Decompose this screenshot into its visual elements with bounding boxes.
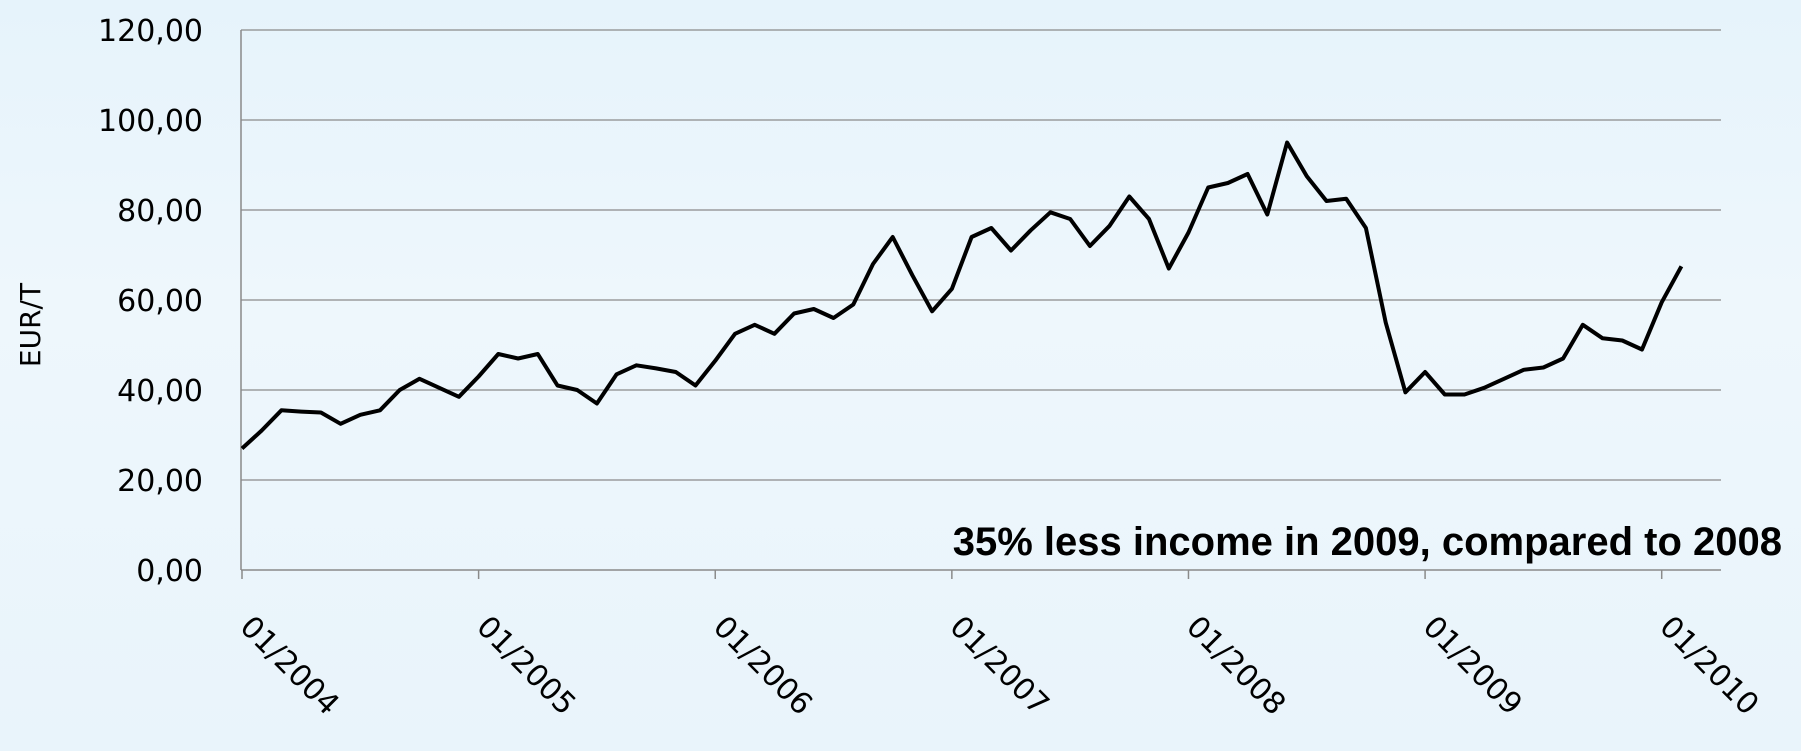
axes [240,30,1721,579]
x-tick-label: 01/2004 [233,609,346,722]
x-tick-label: 01/2009 [1416,609,1529,722]
x-tick-label: 01/2010 [1653,609,1766,722]
gridlines [241,29,1721,481]
y-tick-label: 100,00 [98,104,203,139]
chart-annotation: 35% less income in 2009, compared to 200… [953,520,1782,564]
series-group [240,140,1684,450]
x-tick-label: 01/2006 [706,609,819,722]
x-tick-labels: 01/2004 01/2005 01/2006 01/2007 01/2008 01/20… [233,609,1766,722]
y-tick-label: 20,00 [117,464,203,499]
x-tick-label: 01/2007 [943,609,1056,722]
y-tick-labels: 0,00 20,00 40,00 60,00 80,00 100,00 120,00 [98,14,203,589]
y-axis-label: EUR/T [14,282,47,367]
x-tick-label: 01/2008 [1179,609,1292,722]
y-tick-label: 80,00 [117,194,203,229]
y-tick-label: 120,00 [98,14,203,49]
series-line [240,140,1684,450]
y-tick-label: 40,00 [117,374,203,409]
x-tick-label: 01/2005 [469,609,582,722]
y-tick-label: 60,00 [117,284,203,319]
y-tick-label: 0,00 [136,554,203,589]
